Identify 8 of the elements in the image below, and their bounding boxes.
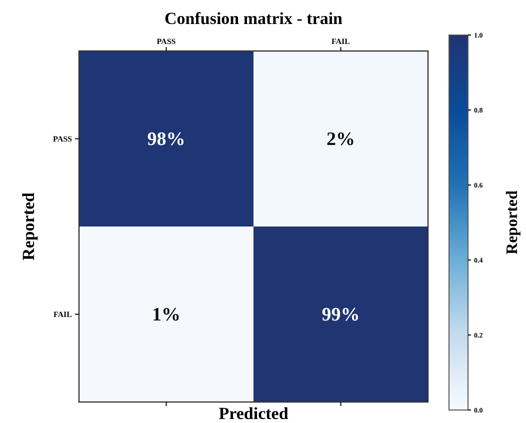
color-bar-title: Reported xyxy=(504,190,521,254)
data-label: 2% xyxy=(326,128,355,150)
data-label: 1% xyxy=(152,304,180,326)
y-axis-title: Reported xyxy=(19,192,38,260)
x-axis-title: Predicted xyxy=(218,404,289,423)
data-label: 98% xyxy=(147,128,186,150)
data-label: 99% xyxy=(322,304,360,326)
chart-title: Confusion matrix - train xyxy=(164,9,344,28)
